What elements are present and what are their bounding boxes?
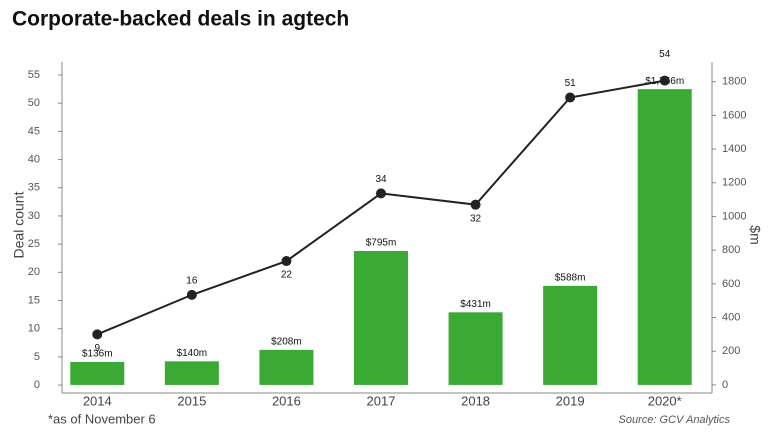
bar-value-label: $588m	[555, 273, 586, 284]
x-tick-label: 2020*	[648, 393, 682, 408]
bar-value-label: $795m	[366, 238, 397, 249]
chart-title: Corporate-backed deals in agtech	[12, 8, 349, 31]
y-tick-label: 25	[28, 238, 40, 250]
bar	[637, 89, 692, 385]
y2-tick-label: 200	[722, 345, 740, 357]
y2-tick-label: 1600	[722, 109, 746, 121]
y-tick-label: 55	[28, 69, 40, 81]
line-value-label: 32	[470, 213, 482, 224]
y2-tick-label: 1800	[722, 76, 746, 88]
bar	[259, 349, 314, 385]
line-value-label: 22	[281, 270, 293, 281]
y2-tick-label: 0	[722, 379, 728, 391]
line-point	[281, 256, 292, 267]
y-tick-label: 35	[28, 182, 40, 194]
source: Source: GCV Analytics	[619, 414, 731, 426]
x-tick-label: 2017	[367, 393, 396, 408]
line-point	[186, 289, 197, 300]
x-tick-label: 2014	[83, 393, 112, 408]
bar-value-label: $208m	[271, 337, 302, 348]
y-tick-label: 10	[28, 323, 40, 335]
bar	[448, 312, 503, 385]
bar	[543, 285, 598, 385]
footnote: *as of November 6	[48, 411, 156, 426]
x-tick-label: 2016	[272, 393, 301, 408]
y-tick-label: 50	[28, 97, 40, 109]
y2-axis-label: $m	[747, 225, 763, 244]
y-tick-label: 20	[28, 266, 40, 278]
y2-tick-label: 400	[722, 311, 740, 323]
y2-tick-label: 1200	[722, 177, 746, 189]
bar	[70, 362, 125, 385]
x-tick-label: 2015	[177, 393, 206, 408]
x-tick-label: 2018	[461, 393, 490, 408]
y-tick-label: 30	[28, 210, 40, 222]
y2-tick-label: 600	[722, 278, 740, 290]
bar	[354, 250, 408, 385]
bar-value-label: $431m	[460, 299, 491, 310]
y-tick-label: 40	[28, 153, 40, 165]
bar-value-label: $136m	[82, 349, 113, 360]
x-tick-label: 2019	[556, 393, 585, 408]
y2-tick-label: 1400	[722, 143, 746, 155]
y2-tick-label: 800	[722, 244, 740, 256]
line-point	[92, 329, 103, 340]
y2-tick-label: 1000	[722, 210, 746, 222]
line-value-label: 51	[565, 78, 577, 89]
line-value-label: 9	[95, 343, 101, 354]
y-tick-label: 45	[28, 125, 40, 137]
line-point	[376, 188, 386, 199]
bar	[164, 361, 219, 385]
line-point	[659, 75, 670, 86]
line-value-label: 34	[375, 174, 387, 185]
line-point	[565, 92, 576, 103]
line-point	[470, 199, 481, 210]
y-tick-label: 15	[28, 294, 40, 306]
y-tick-label: 5	[34, 351, 40, 363]
y-axis-label: Deal count	[11, 191, 27, 258]
line-value-label: 54	[659, 49, 671, 60]
bar-value-label: $140m	[177, 348, 208, 359]
line-value-label: 16	[186, 276, 198, 287]
y-tick-label: 0	[34, 379, 40, 391]
